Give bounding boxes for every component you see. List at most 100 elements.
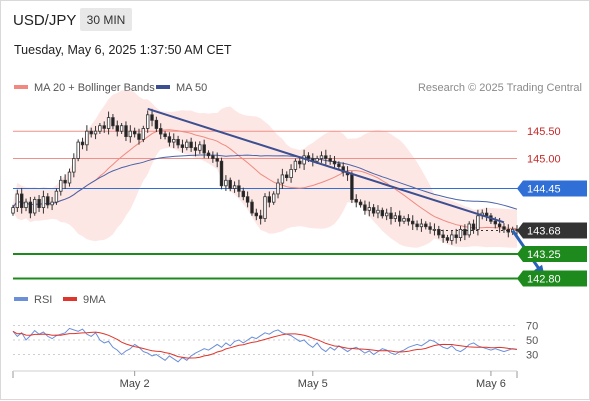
candle — [332, 156, 337, 170]
candle-body — [263, 196, 267, 219]
candle-body — [406, 218, 411, 222]
candle-body — [319, 155, 324, 159]
candle — [180, 139, 185, 153]
candle-body — [67, 171, 72, 184]
timeframe-label: 30 MIN — [87, 13, 126, 27]
candle-body — [441, 234, 445, 238]
candle — [280, 168, 285, 190]
candle-body — [450, 234, 454, 241]
candle-body — [389, 212, 393, 220]
candle — [28, 196, 33, 219]
candle-body — [237, 185, 241, 192]
candle — [237, 179, 241, 198]
candle — [363, 200, 367, 215]
candle — [258, 209, 263, 225]
moving-averages — [12, 129, 518, 229]
rsi-ma-legend-label: 9MA — [83, 294, 106, 306]
ma20-legend-label: MA 20 + Bollinger Bands — [34, 82, 155, 94]
candle-body — [54, 190, 59, 203]
candle — [24, 198, 28, 212]
candle — [293, 158, 298, 173]
candle-body — [289, 168, 293, 178]
candle — [111, 114, 115, 130]
candle — [33, 196, 37, 216]
candle — [72, 153, 76, 178]
candle-body — [180, 144, 185, 148]
candle — [219, 157, 224, 190]
candle-body — [11, 207, 15, 214]
candle-body — [63, 179, 67, 184]
candle — [389, 207, 393, 225]
candle — [211, 151, 215, 163]
bollinger-band-fill — [13, 90, 517, 248]
candle — [415, 220, 419, 231]
candle-body — [428, 226, 432, 230]
candle — [232, 181, 237, 193]
candle-body — [115, 125, 119, 132]
date-tick-label: May 2 — [120, 378, 150, 390]
candle — [150, 108, 154, 127]
candle-body — [228, 179, 232, 189]
candle-body — [437, 228, 441, 236]
candle-body — [111, 117, 115, 127]
candle — [202, 139, 206, 159]
candle-body — [124, 125, 128, 137]
candle-body — [37, 198, 41, 208]
candle-body — [28, 201, 33, 214]
candle — [189, 137, 193, 152]
candle-body — [72, 158, 76, 173]
candle — [241, 187, 245, 201]
candle-body — [280, 174, 285, 184]
level-tag-143.25 — [517, 245, 587, 262]
candle — [59, 175, 63, 196]
candle-body — [506, 228, 510, 233]
candle — [358, 199, 363, 208]
candle — [324, 149, 328, 165]
level-tag-143.68 — [517, 222, 587, 239]
level-tag-text-143.25: 143.25 — [527, 249, 561, 261]
candle — [454, 228, 458, 244]
candle-body — [128, 130, 132, 138]
timeframe-badge[interactable] — [80, 8, 132, 31]
candle — [254, 208, 258, 221]
candle — [98, 123, 102, 134]
candle — [115, 120, 119, 137]
candle — [367, 201, 371, 217]
candle — [410, 215, 415, 230]
candle — [119, 123, 124, 134]
candle — [172, 133, 176, 149]
candle — [206, 150, 211, 159]
candle — [76, 139, 80, 162]
candle — [93, 126, 98, 140]
candle — [50, 196, 54, 211]
candle-body — [245, 196, 250, 203]
level-tag-text-142.80: 142.80 — [527, 274, 561, 286]
candle-body — [484, 212, 489, 217]
pair-title: USD/JPY — [13, 12, 76, 29]
candle — [471, 219, 476, 234]
candle-body — [250, 201, 254, 214]
candle-body — [458, 228, 463, 238]
candle-body — [150, 114, 154, 121]
candle — [63, 174, 67, 190]
candle — [298, 156, 302, 169]
candle-body — [193, 147, 198, 151]
candle-body — [306, 155, 311, 159]
candle — [41, 190, 46, 214]
candle — [437, 225, 441, 239]
candle — [163, 131, 167, 140]
candle-body — [358, 201, 363, 206]
candle-body — [393, 215, 397, 219]
candle — [463, 224, 467, 241]
candle-body — [98, 125, 102, 132]
rsi-ma-legend-swatch — [63, 297, 77, 301]
candle-body — [102, 125, 106, 129]
candle — [124, 121, 128, 142]
candle — [19, 187, 24, 214]
candle — [319, 151, 324, 163]
candle — [141, 125, 145, 143]
candle-body — [432, 228, 437, 231]
candle — [337, 161, 341, 170]
candle-body — [454, 234, 458, 238]
candle-body — [241, 190, 245, 198]
